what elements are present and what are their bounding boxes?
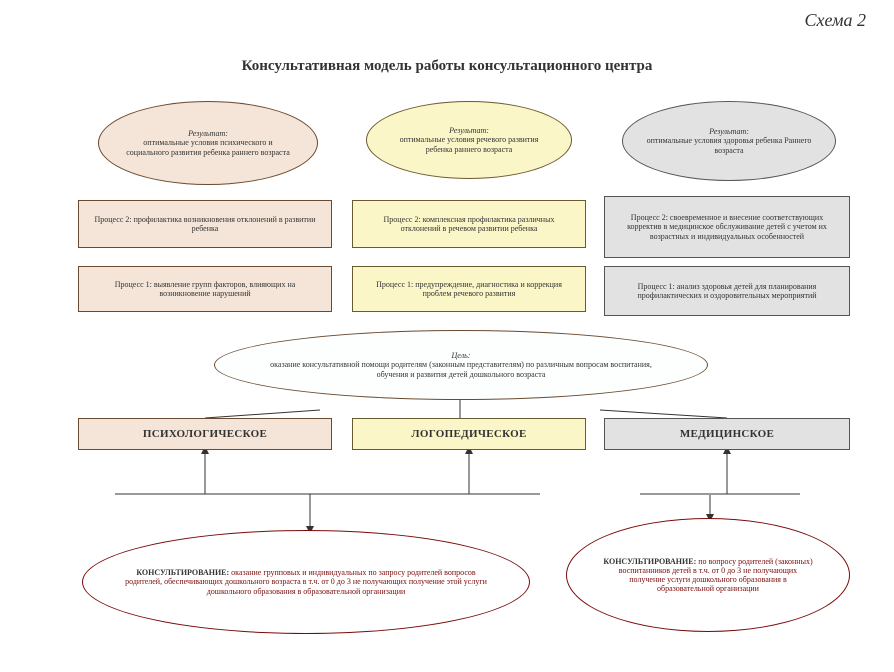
cat-med-text: МЕДИЦИНСКОЕ: [680, 428, 774, 441]
proc2-med: Процесс 2: своевременное и внесение соот…: [604, 196, 850, 258]
res-logo-text: Результат:оптимальные условия речевого р…: [389, 126, 549, 154]
proc2-psych: Процесс 2: профилактика возникновения от…: [78, 200, 332, 248]
page-title: Консультативная модель работы консультац…: [0, 58, 894, 75]
proc1-logo: Процесс 1: предупреждение, диагностика и…: [352, 266, 586, 312]
cat-psych-text: ПСИХОЛОГИЧЕСКОЕ: [143, 428, 267, 441]
proc1-logo-text: Процесс 1: предупреждение, диагностика и…: [363, 280, 575, 298]
cat-logo: ЛОГОПЕДИЧЕСКОЕ: [352, 418, 586, 450]
goal: Цель:оказание консультативной помощи род…: [214, 330, 708, 400]
res-logo: Результат:оптимальные условия речевого р…: [366, 101, 572, 179]
proc2-psych-text: Процесс 2: профилактика возникновения от…: [89, 215, 321, 233]
cat-logo-text: ЛОГОПЕДИЧЕСКОЕ: [411, 428, 526, 441]
res-med-text: Результат:оптимальные условия здоровья р…: [645, 127, 813, 155]
proc1-med: Процесс 1: анализ здоровья детей для пла…: [604, 266, 850, 316]
res-psych: Результат:оптимальные условия психическо…: [98, 101, 318, 185]
proc1-psych-text: Процесс 1: выявление групп факторов, вли…: [89, 280, 321, 298]
proc1-psych: Процесс 1: выявление групп факторов, вли…: [78, 266, 332, 312]
consult-right-text: КОНСУЛЬТИРОВАНИЕ: по вопросу родителей (…: [601, 557, 815, 594]
proc2-logo: Процесс 2: комплексная профилактика разл…: [352, 200, 586, 248]
res-med: Результат:оптимальные условия здоровья р…: [622, 101, 836, 181]
proc2-logo-text: Процесс 2: комплексная профилактика разл…: [363, 215, 575, 233]
res-psych-text: Результат:оптимальные условия психическо…: [121, 129, 295, 157]
cat-med: МЕДИЦИНСКОЕ: [604, 418, 850, 450]
consult-left: КОНСУЛЬТИРОВАНИЕ: оказание групповых и и…: [82, 530, 530, 634]
proc1-med-text: Процесс 1: анализ здоровья детей для пла…: [615, 282, 839, 300]
proc2-med-text: Процесс 2: своевременное и внесение соот…: [615, 213, 839, 241]
consult-left-text: КОНСУЛЬТИРОВАНИЕ: оказание групповых и и…: [117, 568, 495, 596]
cat-psych: ПСИХОЛОГИЧЕСКОЕ: [78, 418, 332, 450]
consult-right: КОНСУЛЬТИРОВАНИЕ: по вопросу родителей (…: [566, 518, 850, 632]
goal-text: Цель:оказание консультативной помощи род…: [265, 351, 657, 379]
corner-label: Схема 2: [804, 10, 866, 31]
